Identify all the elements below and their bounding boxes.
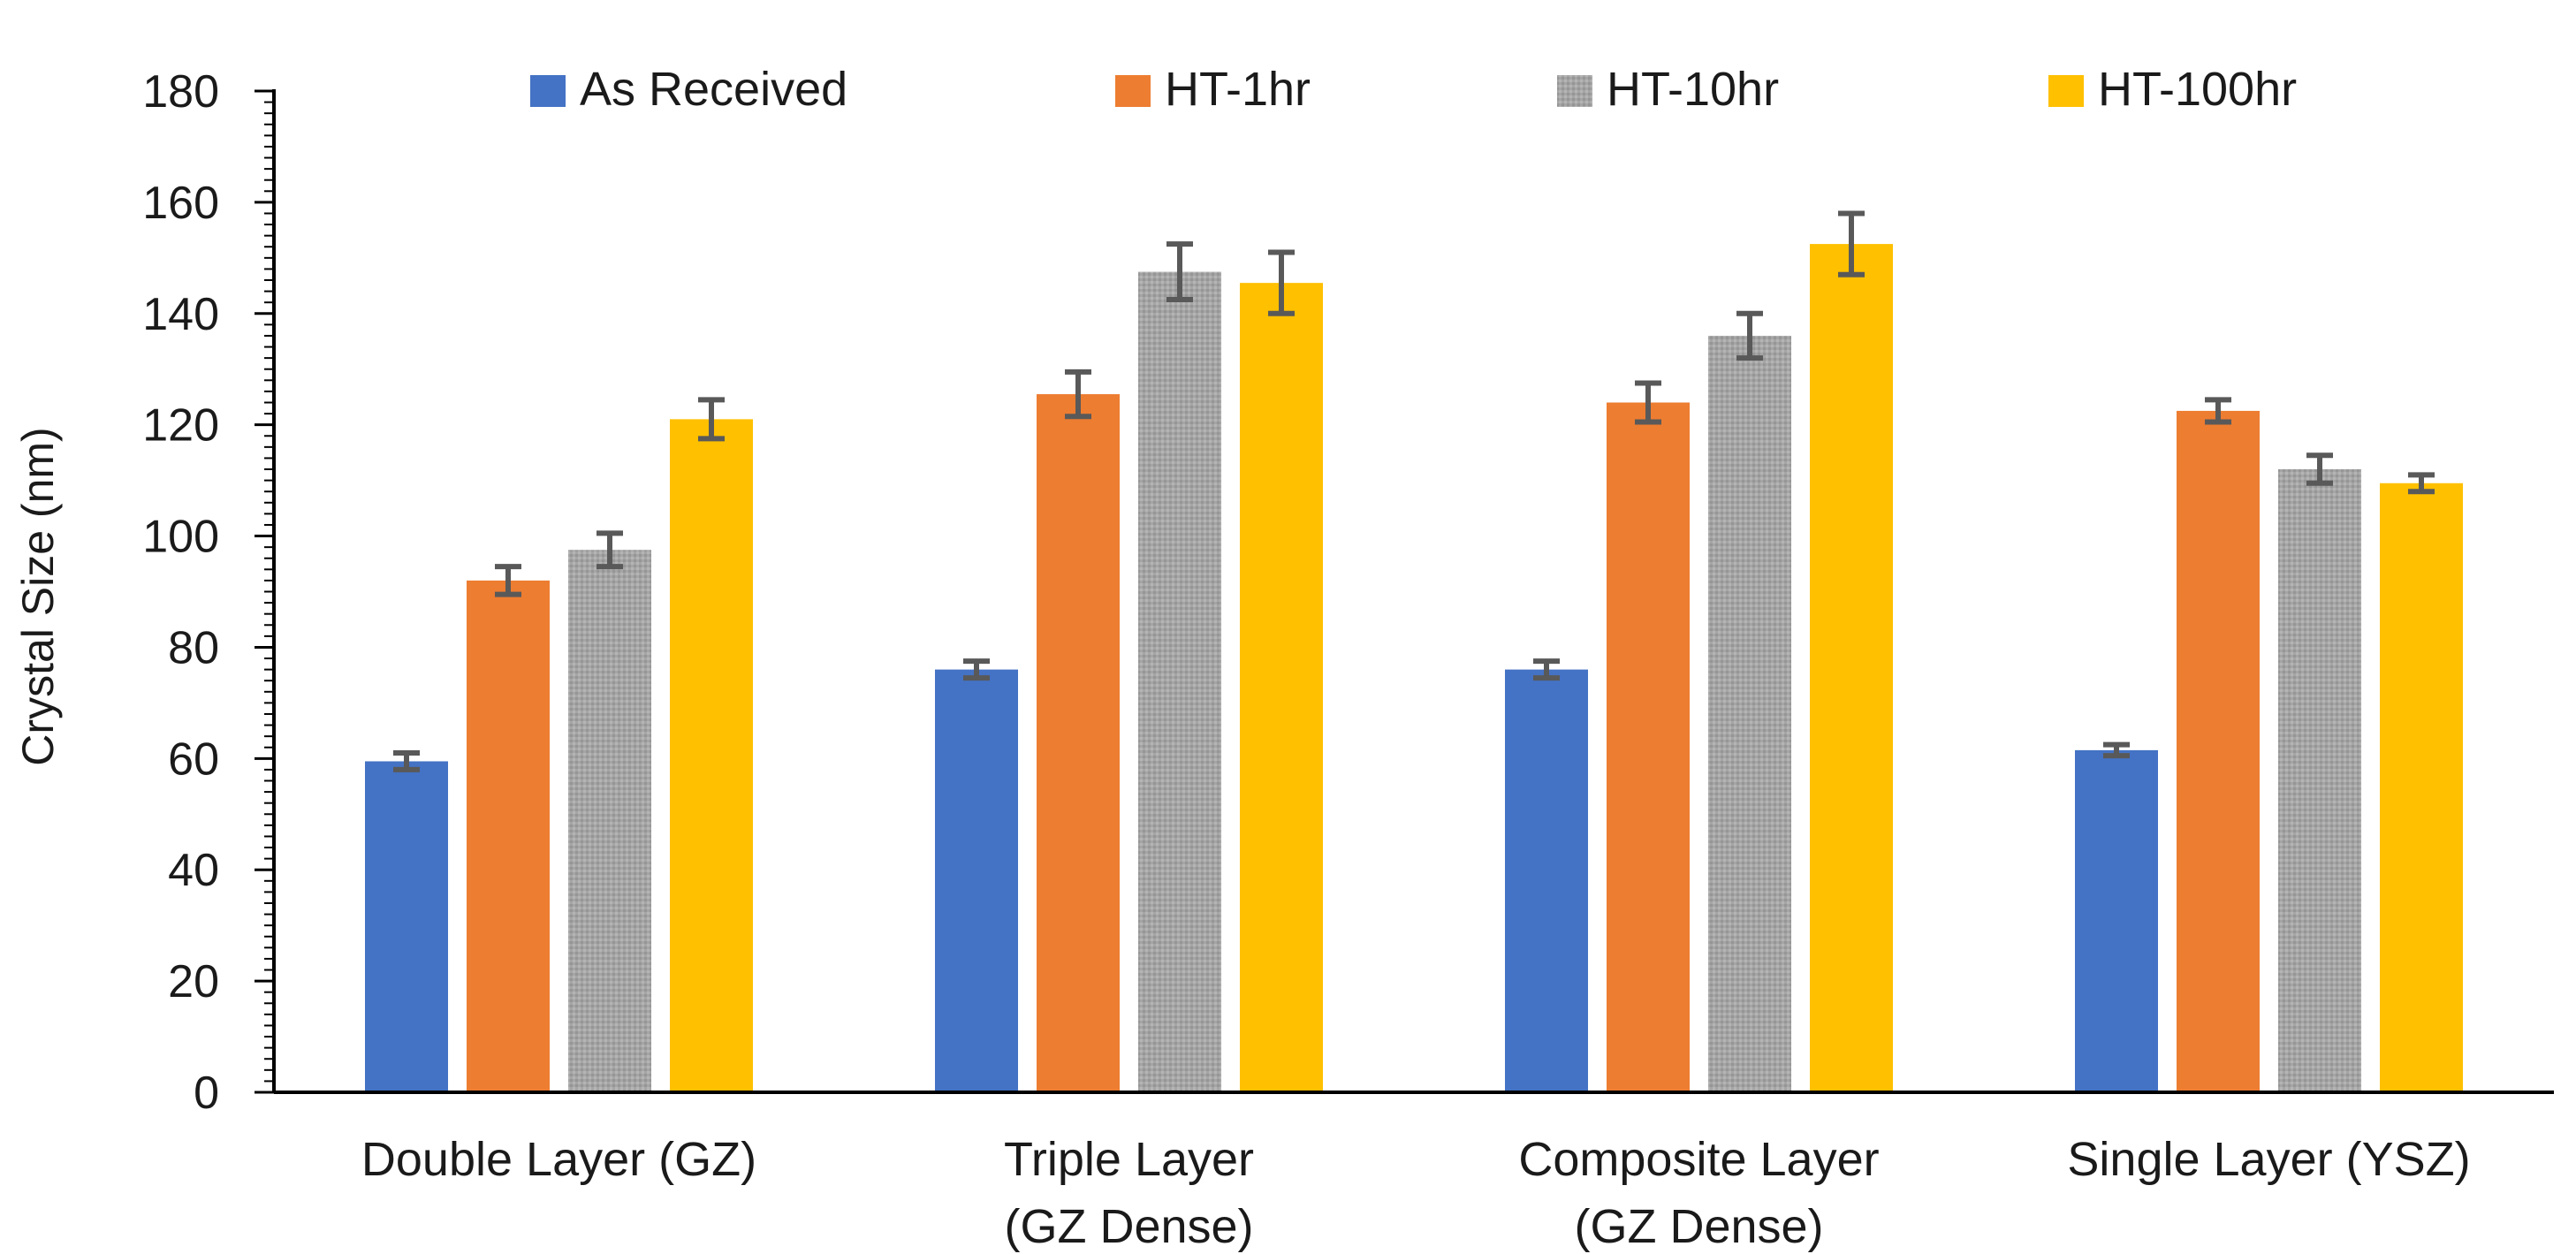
error-bar [1533, 658, 1560, 681]
bar-ht-1hr-2 [1607, 402, 1690, 1092]
y-tick-label: 80 [168, 622, 219, 673]
error-bar [2205, 397, 2231, 425]
legend-label: HT-10hr [1607, 63, 1779, 116]
x-category-label: Double Layer (GZ) [361, 1133, 756, 1186]
error-bar [1838, 210, 1865, 277]
legend-label: As Received [580, 63, 847, 116]
error-bar [1635, 380, 1661, 425]
legend-swatch [2048, 75, 2084, 107]
legend: As Received HT-1hr HT-10hr HT-100hr [530, 63, 2297, 116]
error-bar [1065, 369, 1091, 420]
y-tick-label: 60 [168, 733, 219, 785]
legend-swatch [1115, 75, 1151, 107]
bar-ht-10hr-2 [1708, 335, 1791, 1092]
y-tick-label: 0 [194, 1068, 219, 1119]
bar-ht-1hr-1 [1037, 394, 1120, 1092]
bar-ht-100hr-3 [2380, 483, 2463, 1092]
bar-ht-10hr-0 [568, 550, 651, 1092]
bar-as-received-1 [935, 669, 1018, 1092]
y-tick-label: 160 [142, 178, 219, 229]
y-tick-label: 20 [168, 956, 219, 1007]
y-tick-label: 40 [168, 845, 219, 896]
error-bar [1736, 310, 1763, 361]
error-bar [1166, 241, 1193, 303]
legend-label: HT-100hr [2098, 63, 2297, 116]
error-bar [2103, 741, 2130, 759]
legend-item: HT-10hr [1557, 63, 1779, 116]
error-bar [2306, 452, 2333, 486]
bar-ht-100hr-2 [1810, 244, 1893, 1092]
y-axis: 0 20 40 60 80 100 120 140 160 180 [142, 66, 276, 1119]
error-bar [495, 564, 521, 597]
bar-ht-1hr-0 [467, 580, 550, 1092]
bar-as-received-2 [1505, 669, 1588, 1092]
bar-as-received-3 [2075, 749, 2158, 1092]
error-bar [963, 658, 990, 681]
x-category-label: Single Layer (YSZ) [2067, 1133, 2470, 1186]
bar-ht-10hr-3 [2278, 469, 2361, 1092]
x-category-label: Composite Layer (GZ Dense) [1518, 1133, 1879, 1253]
legend-item: HT-100hr [2048, 63, 2297, 116]
legend-swatch [1557, 75, 1592, 107]
error-bar [698, 397, 725, 442]
bar-ht-1hr-3 [2177, 410, 2260, 1092]
bar-ht-100hr-0 [670, 419, 753, 1093]
legend-item: HT-1hr [1115, 63, 1311, 116]
error-bar [1268, 249, 1295, 316]
error-bars [393, 210, 2435, 772]
y-tick-label: 120 [142, 400, 219, 452]
legend-label: HT-1hr [1165, 63, 1311, 116]
bar-ht-100hr-1 [1240, 283, 1323, 1092]
legend-item: As Received [530, 63, 847, 116]
x-axis: Double Layer (GZ) Triple Layer (GZ Dense) C… [274, 1091, 2554, 1253]
x-category-label: Triple Layer (GZ Dense) [1004, 1133, 1254, 1253]
y-axis-title: Crystal Size (nm) [13, 427, 63, 765]
error-bar [597, 530, 623, 570]
y-tick-label: 100 [142, 512, 219, 563]
y-tick-label: 180 [142, 66, 219, 118]
bars [365, 244, 2463, 1093]
bar-ht-10hr-1 [1138, 271, 1221, 1092]
error-bar [2408, 472, 2435, 495]
bar-as-received-0 [365, 761, 448, 1092]
error-bar [393, 750, 420, 772]
legend-swatch [530, 75, 566, 107]
y-tick-label: 140 [142, 289, 219, 340]
